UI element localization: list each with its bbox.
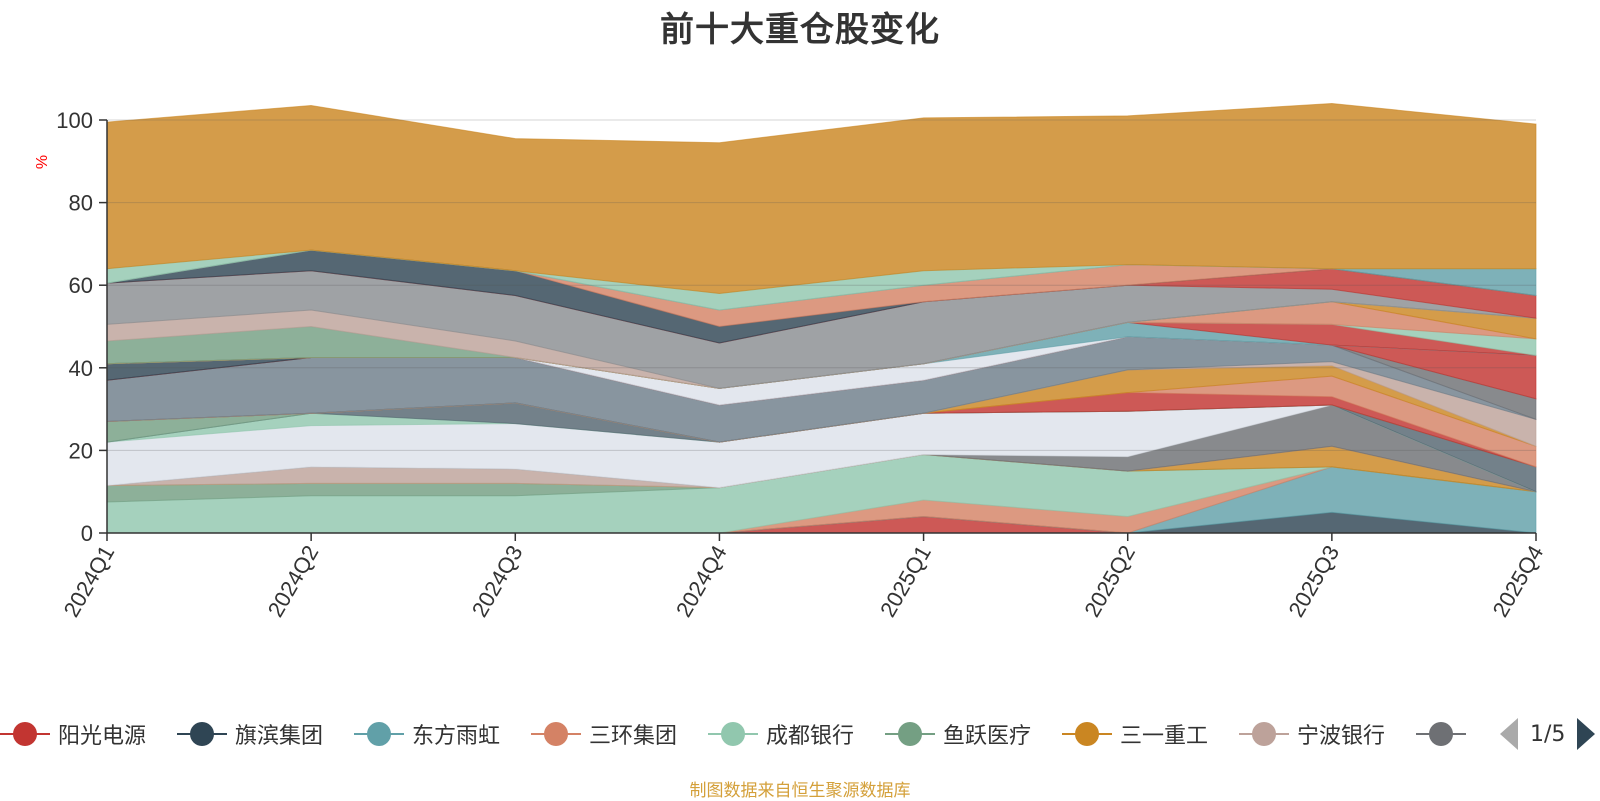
legend-item[interactable]: 三环集团 <box>531 714 677 754</box>
legend-label: 东方雨虹 <box>412 724 501 749</box>
stacked-area-chart: % 0 20 40 60 80 100 2024Q1 2024Q2 2024Q3 2024Q4 20… <box>34 102 1549 621</box>
legend-label: 三一重工 <box>1120 724 1209 749</box>
legend-marker-icon <box>354 722 404 746</box>
y-axis-label: % <box>34 155 51 169</box>
x-tick-label: 2024Q4 <box>671 541 732 621</box>
source-note: 制图数据来自恒生聚源数据库 <box>689 781 911 801</box>
area-layer <box>106 102 1537 534</box>
legend-marker-icon <box>531 722 581 746</box>
gridlines <box>107 119 1536 451</box>
legend-item[interactable]: 东方雨虹 <box>354 714 500 754</box>
legend-pager: 1/5 <box>1500 716 1596 752</box>
x-tick-label: 2024Q1 <box>59 541 120 621</box>
x-tick-label: 2024Q3 <box>467 541 528 621</box>
legend-item[interactable]: 宁波银行 <box>1239 714 1385 754</box>
legend-marker-icon <box>177 722 227 746</box>
x-tick-label: 2025Q3 <box>1283 541 1344 621</box>
x-tick-label: 2025Q2 <box>1079 541 1140 621</box>
legend-marker-icon <box>0 722 50 746</box>
area-series-36 <box>106 102 1537 295</box>
legend-label: 旗滨集团 <box>235 724 324 749</box>
legend-item[interactable]: 成都银行 <box>708 714 854 754</box>
legend-prev-page-button[interactable] <box>1500 718 1518 750</box>
legend-label: 成都银行 <box>766 724 855 749</box>
legend-item[interactable]: 旗滨集团 <box>177 714 323 754</box>
x-tick-label: 2024Q2 <box>263 541 324 621</box>
y-tick-label: 20 <box>69 438 93 463</box>
legend-marker-icon <box>885 722 935 746</box>
legend-marker-icon <box>1062 722 1112 746</box>
legend-label: 三环集团 <box>589 724 678 749</box>
legend-item[interactable]: 三一重工 <box>1062 714 1208 754</box>
legend-marker-icon <box>1416 722 1466 746</box>
y-tick-label: 40 <box>69 356 93 381</box>
y-tick-label: 0 <box>81 521 93 546</box>
y-tick-label: 60 <box>69 273 93 298</box>
legend-page-indicator: 1/5 <box>1530 721 1566 747</box>
x-tick-label: 2025Q4 <box>1488 541 1549 621</box>
legend-label: 鱼跃医疗 <box>943 724 1032 749</box>
legend-item[interactable] <box>1416 714 1474 754</box>
legend-marker-icon <box>708 722 758 746</box>
y-tick-label: 100 <box>56 108 93 133</box>
legend: 阳光电源 旗滨集团 东方雨虹 三环集团 成都银行 鱼跃医疗 三一重工 宁波银行 <box>0 714 1480 754</box>
legend-marker-icon <box>1239 722 1289 746</box>
legend-label: 宁波银行 <box>1297 724 1386 749</box>
legend-label: 阳光电源 <box>58 724 147 749</box>
legend-next-page-button[interactable] <box>1577 718 1596 750</box>
legend-item[interactable]: 阳光电源 <box>0 714 146 754</box>
y-tick-label: 80 <box>69 191 93 216</box>
chart-title: 前十大重仓股变化 <box>660 10 940 50</box>
x-tick-label: 2025Q1 <box>875 541 936 621</box>
legend-item[interactable]: 鱼跃医疗 <box>885 714 1031 754</box>
